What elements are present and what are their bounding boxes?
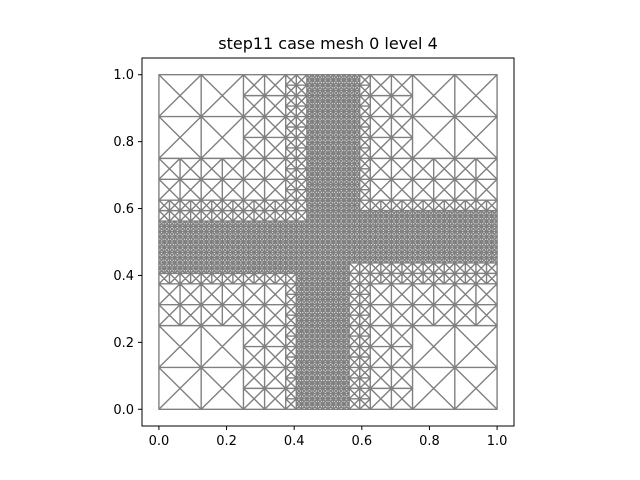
y-tick-label: 0.6 bbox=[113, 202, 134, 217]
x-tick-label: 0.2 bbox=[216, 434, 237, 449]
plot-title: step11 case mesh 0 level 4 bbox=[218, 34, 438, 53]
y-tick-label: 0.4 bbox=[113, 269, 134, 284]
x-tick-label: 0.8 bbox=[419, 434, 440, 449]
axes-frame bbox=[141, 57, 515, 427]
y-tick-label: 0.0 bbox=[113, 403, 134, 418]
tick-layer: 0.0 0.2 0.4 0.6 0.8 1.0 0.0 0.2 0.4 0.6 0.8 1.0 bbox=[113, 68, 507, 449]
mesh-layer bbox=[158, 74, 498, 410]
mesh-edges bbox=[158, 74, 498, 410]
x-tick-label: 0.6 bbox=[351, 434, 372, 449]
y-tick-label: 1.0 bbox=[113, 68, 134, 83]
x-tick-label: 0.4 bbox=[284, 434, 305, 449]
x-tick-label: 0.0 bbox=[149, 434, 170, 449]
y-tick-label: 0.8 bbox=[113, 135, 134, 150]
x-tick-label: 1.0 bbox=[487, 434, 508, 449]
y-tick-label: 0.2 bbox=[113, 336, 134, 351]
